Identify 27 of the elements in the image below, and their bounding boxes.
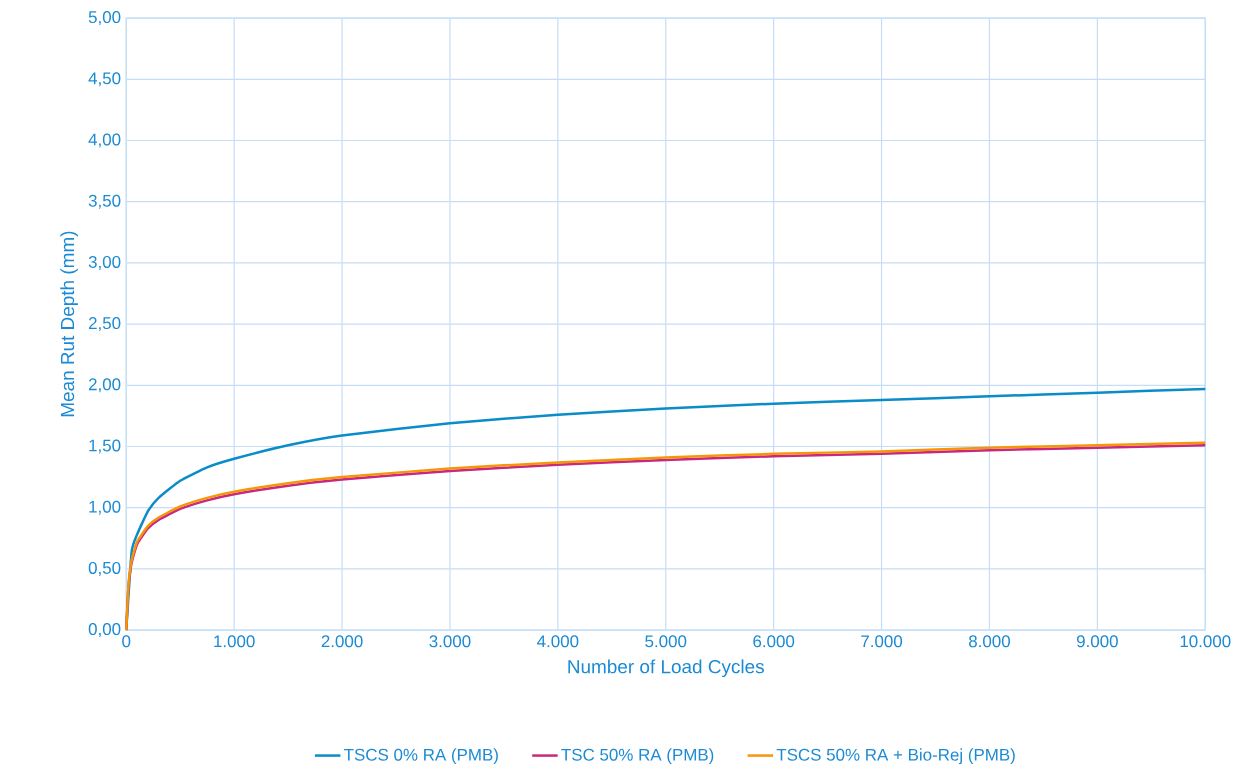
- x-tick-label: 0: [122, 635, 131, 648]
- y-axis-title: Mean Rut Depth (mm): [60, 231, 78, 417]
- legend-label: TSC 50% RA (PMB): [561, 748, 714, 765]
- x-tick-label: 3.000: [429, 635, 471, 648]
- x-tick-label: 4.000: [537, 635, 579, 648]
- y-tick-label: 0,50: [88, 561, 121, 576]
- y-tick-label: 2,00: [88, 378, 121, 393]
- y-tick-label: 0,00: [88, 623, 121, 638]
- x-axis-title: Number of Load Cycles: [568, 659, 764, 678]
- x-tick-label: 8.000: [968, 635, 1010, 648]
- legend-label: TSCS 50% RA + Bio-Rej (PMB): [776, 748, 1015, 765]
- x-tick-label: 1.000: [214, 635, 255, 648]
- x-tick-label: 10.000: [1180, 635, 1231, 648]
- x-tick-label: 7.000: [861, 635, 903, 648]
- y-tick-label: 1,50: [89, 439, 121, 454]
- x-tick-label: 5.000: [645, 635, 687, 648]
- x-tick-label: 9.000: [1076, 635, 1118, 648]
- y-tick-label: 3,00: [88, 255, 121, 270]
- y-tick-label: 4,50: [88, 72, 121, 87]
- y-tick-label: 4,00: [88, 133, 121, 148]
- y-tick-label: 1,00: [89, 500, 121, 515]
- x-tick-label: 2.000: [321, 635, 363, 648]
- y-tick-label: 5,00: [88, 11, 121, 26]
- y-tick-label: 3,50: [88, 194, 121, 209]
- legend-label: TSCS 0% RA (PMB): [344, 748, 498, 765]
- y-tick-label: 2,50: [88, 317, 121, 332]
- x-tick-label: 6.000: [753, 635, 795, 648]
